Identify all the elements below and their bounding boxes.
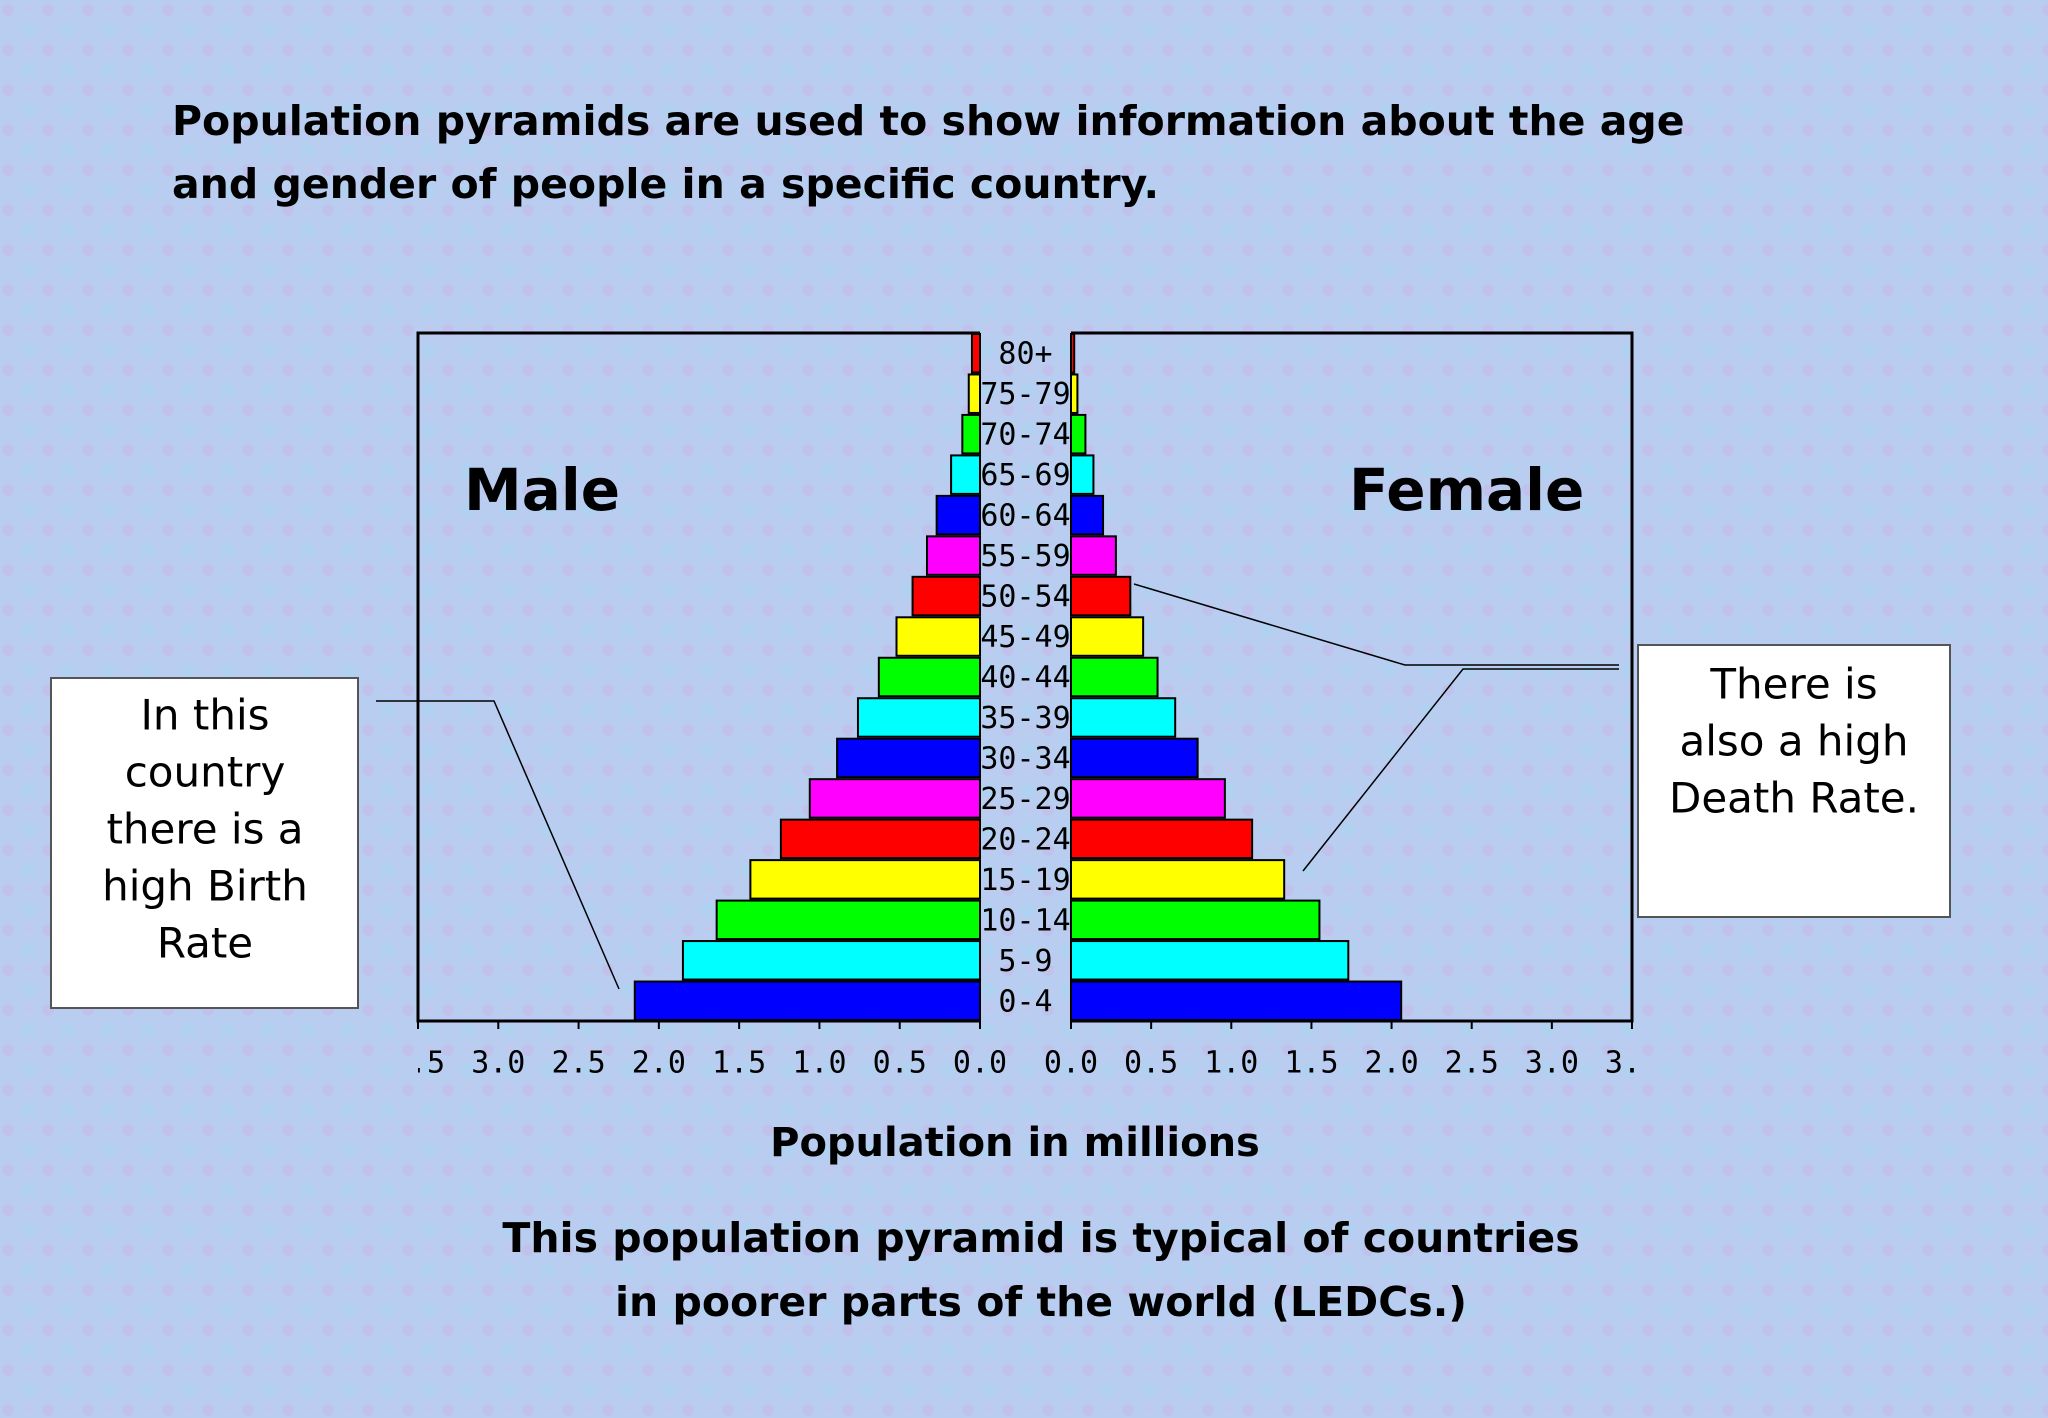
bar xyxy=(1070,859,1286,900)
age-label: 45-49 xyxy=(980,620,1070,655)
bar xyxy=(836,737,981,779)
age-label: 40-44 xyxy=(980,661,1070,696)
bar xyxy=(950,454,982,495)
age-label: 65-69 xyxy=(980,458,1070,493)
callout-text: there is a xyxy=(106,805,303,854)
age-label: 30-34 xyxy=(980,741,1070,776)
series-label: Female xyxy=(1349,456,1584,524)
x-tick-label: 1.5 xyxy=(1284,1046,1338,1081)
age-label: 0-4 xyxy=(998,984,1052,1019)
bar xyxy=(1070,535,1117,576)
bar xyxy=(1070,818,1254,860)
series-label: Male xyxy=(464,456,620,524)
conclusion-line: in poorer parts of the world (LEDCs.) xyxy=(615,1278,1467,1326)
age-label: 25-29 xyxy=(980,782,1070,817)
x-tick-label: 2.0 xyxy=(1364,1046,1418,1081)
bar xyxy=(1070,656,1159,698)
age-label: 15-19 xyxy=(980,863,1070,898)
age-label: 80+ xyxy=(998,337,1052,372)
bar xyxy=(1070,899,1321,941)
x-tick-label: 3.0 xyxy=(471,1046,525,1081)
intro-line: Population pyramids are used to show inf… xyxy=(172,97,1685,145)
bar xyxy=(926,535,981,576)
age-label: 60-64 xyxy=(980,499,1070,534)
bar xyxy=(779,818,981,860)
callout-text: also a high xyxy=(1680,717,1909,766)
x-axis-label: Population in millions xyxy=(770,1120,1260,1166)
bar xyxy=(1070,373,1079,414)
x-tick-label: 0.5 xyxy=(873,1046,927,1081)
callout-text: country xyxy=(125,748,286,797)
x-tick-label: 0.0 xyxy=(953,1046,1007,1081)
bar xyxy=(808,778,982,819)
bar xyxy=(877,656,982,698)
x-tick-label: 2.5 xyxy=(1445,1046,1499,1081)
age-label: 50-54 xyxy=(980,580,1070,615)
bar xyxy=(967,373,982,414)
bar xyxy=(1070,575,1132,617)
callout-text: There is xyxy=(1709,660,1877,709)
age-label: 75-79 xyxy=(980,377,1070,412)
bar xyxy=(1070,737,1199,779)
bar xyxy=(1070,454,1095,495)
callout-text: In this xyxy=(141,691,270,740)
age-label: 55-59 xyxy=(980,539,1070,574)
age-label: 70-74 xyxy=(980,418,1070,453)
x-tick-label: 0.5 xyxy=(1124,1046,1178,1081)
x-tick-label: 2.5 xyxy=(551,1046,605,1081)
x-tick-label: 0.0 xyxy=(1044,1046,1098,1081)
conclusion-line: This population pyramid is typical of co… xyxy=(502,1214,1579,1262)
bar xyxy=(1070,940,1350,981)
bar xyxy=(1070,778,1226,819)
bar xyxy=(970,333,982,374)
bar xyxy=(1070,697,1177,738)
x-tick-label: 2.0 xyxy=(632,1046,686,1081)
bar xyxy=(633,980,981,1022)
bar xyxy=(1070,616,1145,657)
bar xyxy=(1070,333,1076,374)
bar xyxy=(749,859,982,900)
intro-line: and gender of people in a specific count… xyxy=(172,160,1159,208)
x-tick-label: 3.5 xyxy=(391,1046,445,1081)
x-ticks-right: 0.0 0.5 1.0 1.5 2.0 2.5 3.0 3.5 xyxy=(1044,1046,1659,1081)
callout-text: Rate xyxy=(157,919,253,968)
age-label: 35-39 xyxy=(980,701,1070,736)
bar xyxy=(1070,980,1403,1022)
bar xyxy=(1070,494,1105,536)
age-label: 10-14 xyxy=(980,903,1070,938)
bar xyxy=(715,899,981,941)
x-tick-label: 1.0 xyxy=(792,1046,846,1081)
x-tick-label: 3.5 xyxy=(1605,1046,1659,1081)
bar xyxy=(856,697,981,738)
callout-box xyxy=(1637,644,1951,918)
x-tick-label: 1.5 xyxy=(712,1046,766,1081)
bar xyxy=(935,494,981,536)
x-tick-label: 1.0 xyxy=(1204,1046,1258,1081)
callout-box xyxy=(50,677,359,1009)
bar xyxy=(895,616,982,657)
age-label: 5-9 xyxy=(998,944,1052,979)
age-label: 20-24 xyxy=(980,822,1070,857)
bar xyxy=(911,575,981,617)
bar xyxy=(681,940,981,981)
bar xyxy=(961,413,982,455)
callout-text: Death Rate. xyxy=(1669,774,1919,823)
x-ticks-left: 0.0 0.5 1.0 1.5 2.0 2.5 3.0 3.5 xyxy=(391,1046,1007,1081)
callout-lines xyxy=(376,583,1619,990)
callout-text: high Birth xyxy=(102,862,308,911)
bar xyxy=(1070,413,1087,455)
x-tick-label: 3.0 xyxy=(1525,1046,1579,1081)
